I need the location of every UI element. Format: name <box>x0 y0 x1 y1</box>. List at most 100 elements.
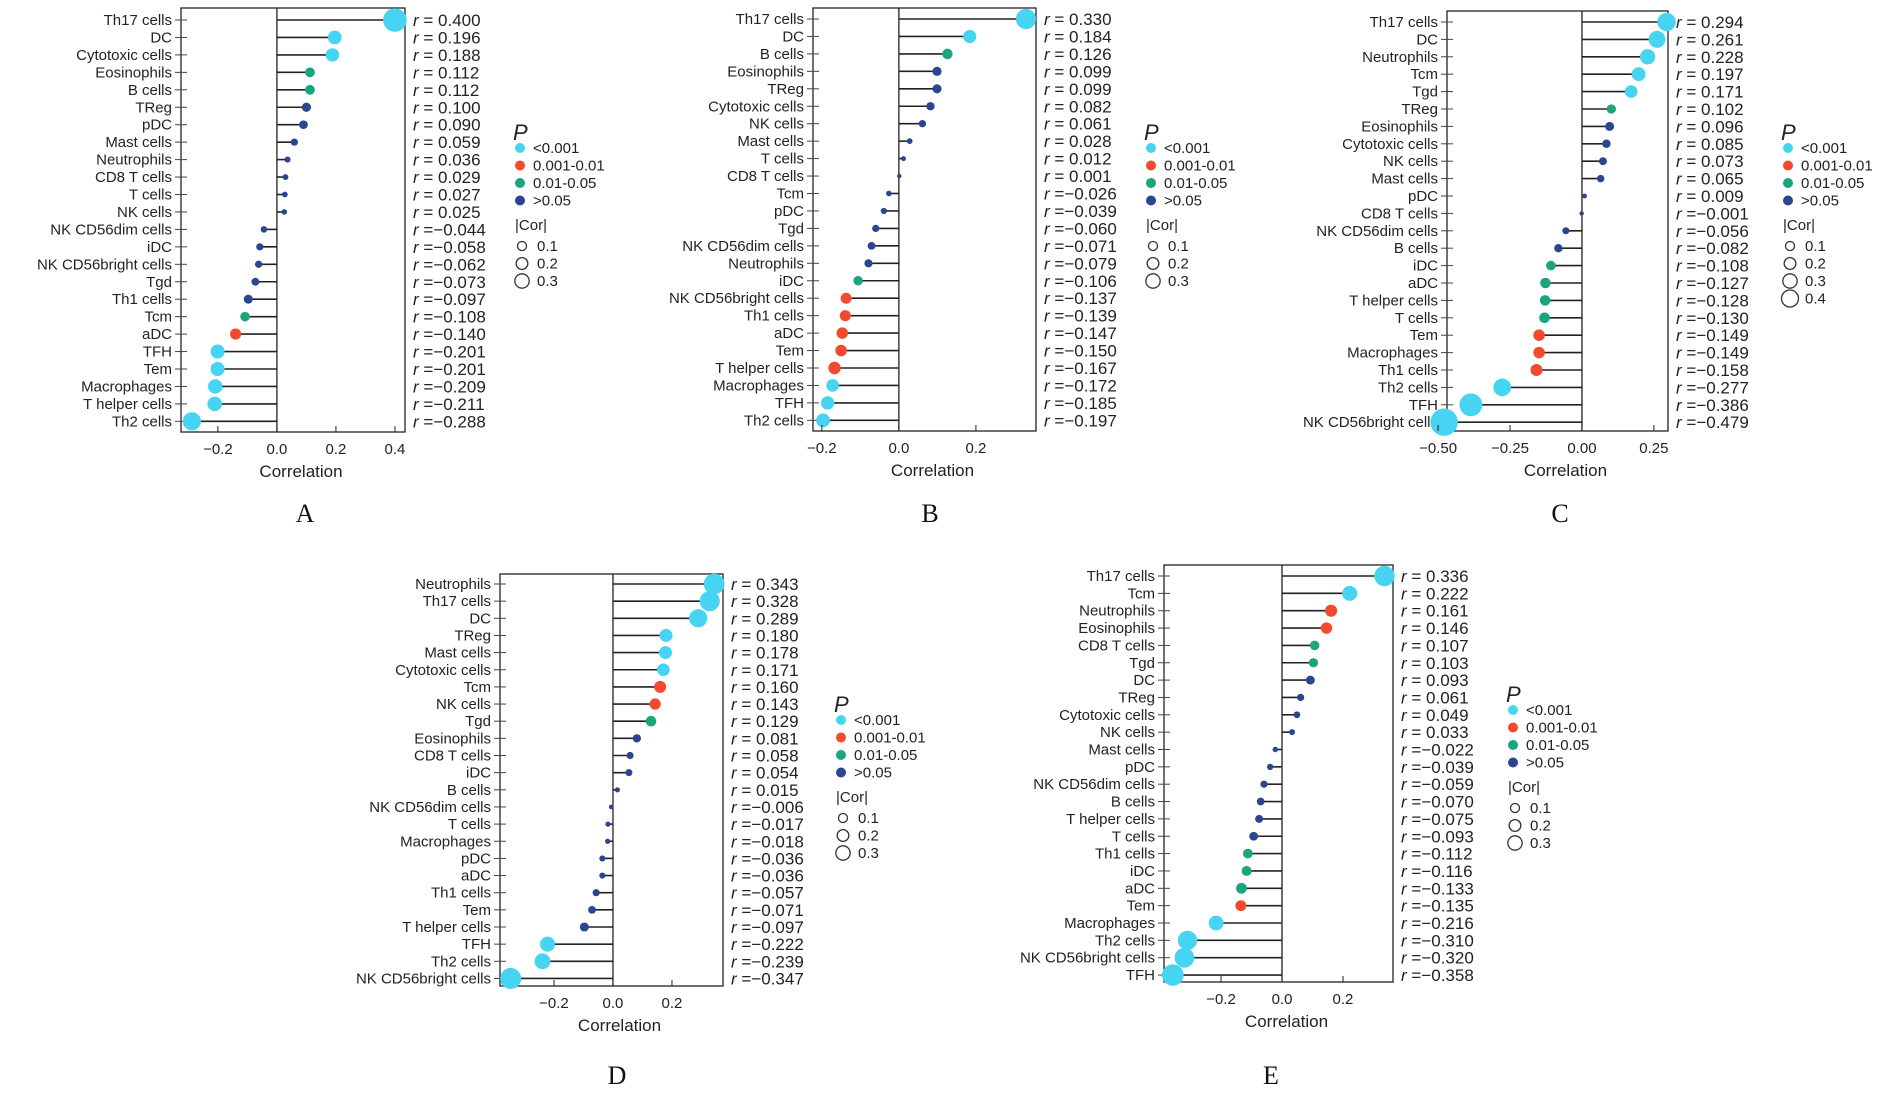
x-tick-label: 0.00 <box>1567 440 1596 457</box>
lollipop-dot <box>835 344 847 357</box>
category-label: Cytotoxic cells <box>76 47 172 64</box>
lollipop-row: Cytotoxic cells r = 0.171 <box>395 661 798 680</box>
r-value: = 0.343 <box>737 575 799 594</box>
lollipop-dot <box>256 243 264 251</box>
category-label: Neutrophils <box>415 576 491 593</box>
r-value: =−0.071 <box>737 901 804 920</box>
category-label: B cells <box>128 82 172 99</box>
lollipop-dot <box>632 734 642 743</box>
r-value: =−0.479 <box>1682 413 1749 432</box>
r-symbol: r <box>731 592 738 611</box>
category-label: NK CD56dim cells <box>50 221 172 238</box>
legend-size-circle <box>1508 819 1522 833</box>
r-value-label: r = 0.085 <box>1676 135 1744 154</box>
category-label: TFH <box>775 395 804 412</box>
lollipop-dot <box>901 156 906 162</box>
lollipop-dot <box>886 190 892 197</box>
lollipop-row: T cells r =−0.017 <box>448 815 804 834</box>
r-value-label: r =−0.158 <box>1676 361 1749 380</box>
r-value-label: r =−0.112 <box>1401 845 1473 864</box>
lollipop-dot <box>1540 277 1551 289</box>
lollipop-dot <box>897 173 902 179</box>
lollipop-dot <box>1639 49 1656 65</box>
r-symbol: r <box>731 764 738 783</box>
r-value: =−0.127 <box>1682 274 1749 293</box>
legend-label: <0.001 <box>1801 140 1847 157</box>
category-label: Tgd <box>465 713 491 730</box>
legend-size-item: 0.4 <box>1780 289 1826 308</box>
lollipop-dot <box>579 922 589 932</box>
r-value: =−0.201 <box>419 360 486 379</box>
r-value-label: r =−0.149 <box>1676 344 1749 363</box>
r-value-label: r = 0.228 <box>1676 48 1744 67</box>
r-symbol: r <box>1401 602 1408 621</box>
lollipop-row: Tgd r = 0.103 <box>1129 654 1468 673</box>
category-label: aDC <box>1408 275 1438 292</box>
r-value: = 0.146 <box>1407 619 1469 638</box>
lollipop-dot <box>864 259 873 268</box>
lollipop-dot <box>1305 675 1315 685</box>
category-label: Macrophages <box>400 833 491 850</box>
r-value: =−0.209 <box>419 377 486 396</box>
legend-label: 0.01-0.05 <box>533 175 596 192</box>
r-symbol: r <box>413 81 420 100</box>
lollipop-dot <box>305 67 315 78</box>
legend-label: 0.001-0.01 <box>854 730 926 747</box>
r-value: =−0.386 <box>1682 396 1749 415</box>
lollipop-row: Th17 cells r = 0.400 <box>104 8 481 32</box>
lollipop-row: Eosinophils r = 0.099 <box>727 62 1111 81</box>
category-label: Tem <box>776 343 804 360</box>
r-value: = 0.082 <box>1050 97 1112 116</box>
category-label: Neutrophils <box>96 152 172 169</box>
legend-size-label: 0.1 <box>537 238 558 255</box>
category-label: Th1 cells <box>1378 362 1438 379</box>
r-value-label: r = 0.099 <box>1044 80 1112 99</box>
r-value-label: r =−0.039 <box>1044 202 1117 221</box>
x-tick-label: −0.2 <box>807 440 837 457</box>
lollipop-row: T helper cells r =−0.128 <box>1349 291 1749 310</box>
legend-item-p3: 0.01-0.05 <box>515 175 596 192</box>
lollipop-row: Th2 cells r =−0.277 <box>1378 378 1749 397</box>
r-value: = 0.160 <box>737 678 799 697</box>
r-symbol: r <box>731 867 738 886</box>
lollipop-row: TReg r = 0.099 <box>767 80 1111 99</box>
lollipop-row: T cells r = 0.012 <box>761 150 1112 169</box>
panel-letter: E <box>1263 1061 1279 1090</box>
lollipop-dot <box>539 936 556 952</box>
r-symbol: r <box>1401 688 1408 707</box>
r-symbol: r <box>413 343 420 362</box>
r-value: =−0.082 <box>1682 239 1749 258</box>
lollipop-row: TFH r =−0.358 <box>1126 964 1474 986</box>
r-symbol: r <box>1044 324 1051 343</box>
category-label: Th17 cells <box>736 11 804 28</box>
category-label: TFH <box>1126 967 1155 984</box>
r-value: = 0.294 <box>1682 13 1744 32</box>
x-tick-label: 0.2 <box>662 995 683 1012</box>
lollipop-row: CD8 T cells r = 0.001 <box>727 167 1112 186</box>
legend-swatch <box>1146 143 1156 153</box>
r-value-label: r =−0.039 <box>1401 758 1474 777</box>
r-value: =−0.018 <box>737 832 804 851</box>
category-label: Macrophages <box>1064 915 1155 932</box>
r-symbol: r <box>1401 810 1408 829</box>
r-value-label: r =−0.075 <box>1401 810 1474 829</box>
r-value: = 0.171 <box>737 661 799 680</box>
lollipop-dot <box>599 855 606 862</box>
r-symbol: r <box>1401 862 1408 881</box>
category-label: Eosinophils <box>95 64 172 81</box>
r-symbol: r <box>1401 897 1408 916</box>
r-value-label: r =−0.130 <box>1676 309 1749 328</box>
lollipop-dot <box>926 102 935 111</box>
r-value: =−0.036 <box>737 867 804 886</box>
r-value: =−0.172 <box>1050 376 1117 395</box>
legend-size-item: 0.3 <box>1145 273 1189 290</box>
r-value-label: r =−0.071 <box>731 901 804 920</box>
r-value-label: r =−0.209 <box>413 377 486 396</box>
r-value: = 0.065 <box>1682 170 1744 189</box>
r-value: =−0.128 <box>1682 291 1749 310</box>
r-symbol: r <box>1676 152 1683 171</box>
r-symbol: r <box>1676 65 1683 84</box>
lollipop-row: NK CD56dim cells r =−0.056 <box>1316 222 1749 241</box>
lollipop-row: NK cells r = 0.033 <box>1100 723 1469 742</box>
r-value-label: r =−0.057 <box>731 884 804 903</box>
